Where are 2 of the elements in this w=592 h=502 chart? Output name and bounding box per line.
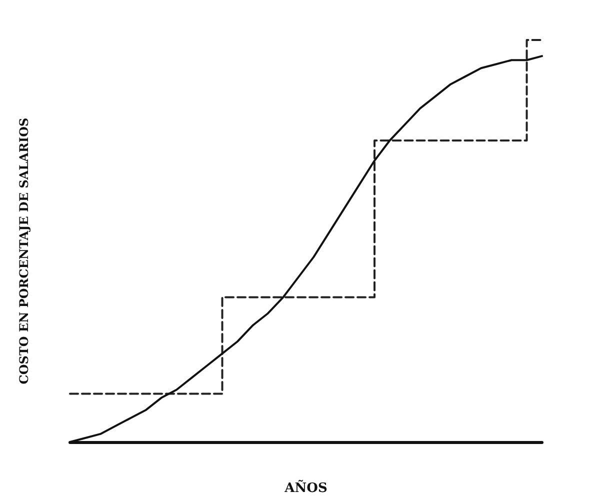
y-axis-title: COSTO EN PORCENTAJE DE SALARIOS [17,118,31,384]
x-axis-title: AÑOS [284,479,328,496]
